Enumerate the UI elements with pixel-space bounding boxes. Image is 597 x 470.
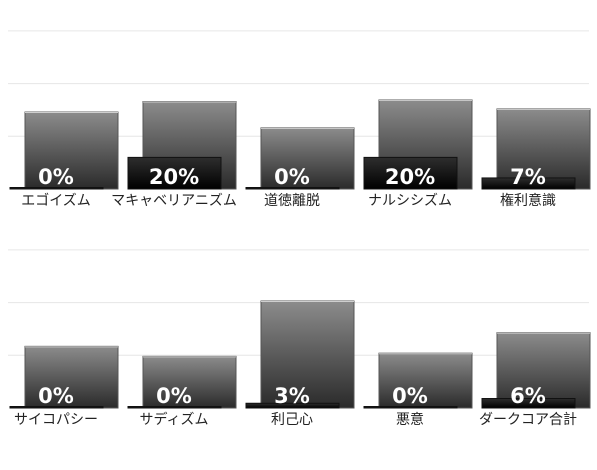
category-label: エゴイズム	[21, 192, 91, 209]
bar-foreground	[481, 398, 576, 409]
bar-background	[496, 332, 591, 409]
category-label: 悪意	[396, 411, 424, 428]
percent-label: 0%	[156, 384, 192, 408]
bar-foreground	[245, 402, 340, 409]
percent-label: 0%	[392, 384, 428, 408]
category-label: 道徳離脱	[264, 192, 320, 209]
percent-label: 6%	[510, 384, 546, 408]
percent-label: 3%	[274, 384, 310, 408]
bar-background	[260, 300, 355, 409]
category-label: マキャベリアニズム	[111, 193, 237, 209]
percent-label: 20%	[385, 165, 435, 189]
bar-foreground	[127, 406, 222, 409]
bar-foreground	[9, 406, 104, 409]
bar-foreground	[363, 156, 458, 190]
category-label: ナルシシズム	[368, 193, 452, 209]
percent-label: 0%	[274, 165, 310, 189]
category-label: 権利意識	[500, 192, 556, 209]
category-label: ダークコア合計	[479, 412, 577, 428]
bar-foreground	[481, 177, 576, 190]
bar-foreground	[9, 187, 104, 190]
bar-background	[496, 108, 591, 190]
bar-background	[260, 127, 355, 190]
category-label: サディズム	[139, 411, 208, 428]
percent-label: 20%	[149, 165, 199, 189]
bar-foreground	[127, 156, 222, 190]
category-label: サイコパシー	[14, 412, 98, 428]
category-label: 利己心	[271, 412, 313, 428]
bar-foreground	[245, 187, 340, 190]
percent-label: 0%	[38, 384, 74, 408]
bar-foreground	[363, 406, 458, 409]
percent-label: 0%	[38, 165, 74, 189]
percent-label: 7%	[510, 165, 546, 189]
bar-background	[142, 355, 237, 409]
